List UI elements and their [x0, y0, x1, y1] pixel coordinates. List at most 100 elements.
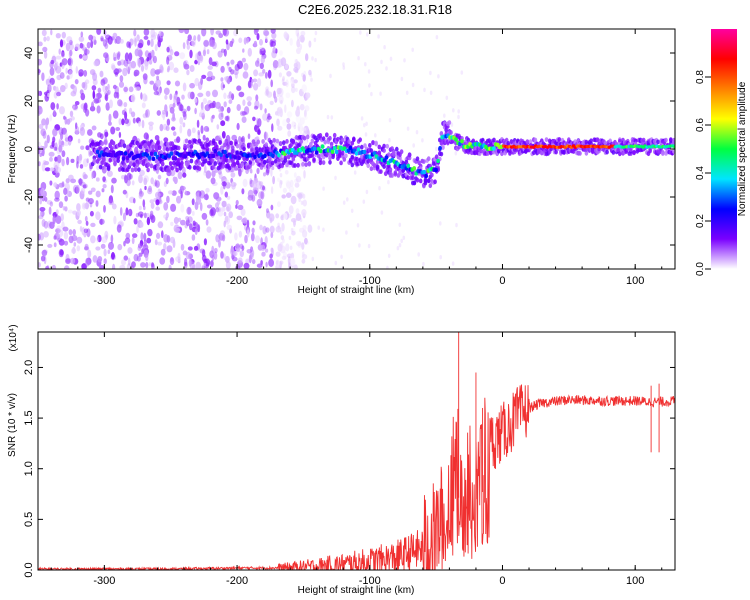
heatmap-cell	[286, 111, 293, 118]
heatmap-cell	[113, 215, 117, 225]
heatmap-cell	[155, 199, 160, 206]
heatmap-cell	[174, 80, 181, 87]
heatmap-cell	[233, 155, 237, 160]
heatmap-cell	[79, 42, 84, 49]
heatmap-cell	[390, 173, 394, 178]
heatmap-cell	[77, 155, 82, 164]
heatmap-cell	[117, 243, 123, 251]
heatmap-cell	[398, 155, 402, 161]
heatmap-cell	[340, 150, 345, 156]
heatmap-cell	[296, 47, 301, 55]
heatmap-cell	[64, 195, 68, 202]
heatmap-cell	[385, 66, 388, 71]
heatmap-cell	[38, 69, 41, 74]
heatmap-cell	[186, 69, 190, 76]
heatmap-cell	[661, 151, 665, 157]
heatmap-cell	[364, 61, 367, 67]
heatmap-cell	[109, 99, 113, 109]
heatmap-cell	[121, 175, 125, 180]
heatmap-cell	[50, 29, 53, 36]
heatmap-cell	[61, 158, 65, 167]
heatmap-cell	[142, 199, 146, 208]
heatmap-cell	[242, 99, 246, 106]
heatmap-cell	[286, 154, 291, 160]
heatmap-cell	[93, 60, 100, 67]
heatmap-cell	[209, 102, 215, 109]
heatmap-cell	[165, 177, 169, 185]
heatmap-cell	[276, 118, 280, 127]
heatmap-cell	[418, 178, 423, 184]
heatmap-cell	[43, 36, 47, 42]
heatmap-cell	[280, 180, 283, 185]
heatmap-cell	[290, 195, 297, 205]
y-tick-label: 0.0	[23, 562, 35, 577]
heatmap-cell	[205, 219, 209, 226]
heatmap-cell	[90, 235, 96, 244]
heatmap-cell	[152, 55, 157, 64]
heatmap-cell	[39, 207, 46, 212]
heatmap-cell	[318, 148, 323, 154]
heatmap-cell	[143, 35, 149, 40]
heatmap-cell	[65, 42, 71, 52]
heatmap-cell	[115, 127, 121, 131]
heatmap-cell	[189, 261, 195, 269]
heatmap-cell	[241, 57, 246, 63]
heatmap-cell	[226, 224, 233, 231]
heatmap-cell	[193, 245, 199, 251]
heatmap-cell	[55, 65, 62, 74]
heatmap-cell	[166, 235, 171, 243]
heatmap-cell	[42, 46, 48, 53]
heatmap-cell	[290, 252, 295, 260]
heatmap-cell	[169, 168, 176, 177]
heatmap-cell	[123, 102, 128, 108]
heatmap-cell	[525, 139, 530, 145]
heatmap-cell	[138, 174, 143, 184]
heatmap-cell	[51, 264, 57, 269]
heatmap-cell	[283, 158, 288, 164]
bottom-x-ticks: -300 -200 -100 0 100	[50, 332, 663, 587]
colorbar-tick-label: 0.6	[695, 118, 706, 132]
heatmap-cell	[77, 219, 82, 225]
heatmap-cell	[118, 81, 125, 88]
heatmap-cell	[632, 150, 636, 156]
heatmap-cell	[279, 50, 283, 56]
heatmap-cell	[92, 78, 98, 86]
heatmap-cell	[74, 43, 81, 51]
heatmap-cell	[96, 105, 101, 114]
heatmap-cell	[60, 213, 64, 222]
heatmap-cell	[291, 156, 296, 162]
heatmap-cell	[302, 199, 307, 207]
heatmap-cell	[110, 126, 116, 135]
heatmap-cell	[86, 41, 91, 49]
heatmap-cell	[330, 115, 334, 120]
heatmap-cell	[130, 167, 135, 173]
heatmap-cell	[40, 255, 46, 262]
heatmap-cell	[123, 151, 128, 156]
heatmap-cell	[137, 243, 143, 249]
heatmap-cell	[221, 163, 226, 169]
heatmap-cell	[452, 108, 455, 113]
heatmap-cell	[162, 123, 168, 131]
heatmap-cell	[299, 117, 305, 125]
heatmap-cell	[295, 240, 302, 247]
heatmap-cell	[372, 151, 377, 156]
heatmap-cell	[264, 131, 267, 141]
heatmap-cell	[154, 44, 158, 52]
heatmap-cell	[56, 91, 61, 97]
heatmap-cell	[82, 55, 88, 60]
heatmap-cell	[301, 72, 304, 78]
heatmap-cell	[118, 118, 122, 126]
heatmap-cell	[250, 232, 255, 242]
heatmap-cell	[188, 164, 192, 170]
heatmap-cell	[350, 162, 355, 168]
heatmap-cell	[38, 233, 41, 241]
heatmap-cell	[411, 82, 415, 88]
heatmap-cell	[259, 181, 264, 187]
heatmap-cell	[155, 191, 161, 199]
heatmap-cell	[446, 140, 450, 146]
heatmap-cell	[189, 91, 195, 100]
heatmap-cell	[275, 260, 279, 265]
heatmap-cell	[443, 113, 446, 118]
heatmap-cell	[217, 210, 224, 217]
